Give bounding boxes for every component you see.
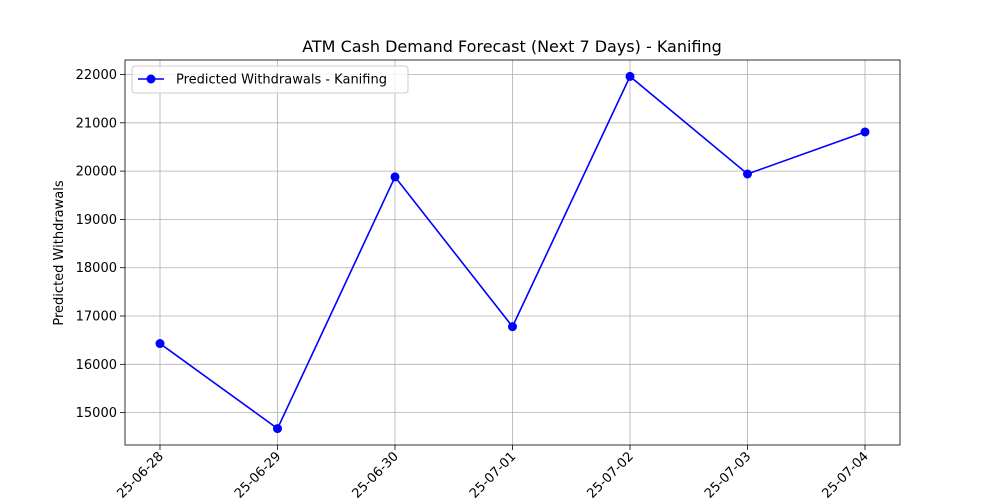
x-tick-label: 25-06-28 xyxy=(114,449,166,500)
data-point xyxy=(390,172,400,182)
chart-title: ATM Cash Demand Forecast (Next 7 Days) -… xyxy=(302,37,722,56)
y-tick-label: 22000 xyxy=(76,68,117,83)
x-tick-label: 25-06-29 xyxy=(232,449,284,500)
data-point xyxy=(273,424,282,434)
x-tick-label: 25-07-03 xyxy=(702,449,754,500)
data-point xyxy=(155,339,165,349)
y-axis-label: Predicted Withdrawals xyxy=(52,180,67,325)
legend-box xyxy=(131,65,409,94)
y-tick-label: 19000 xyxy=(76,213,117,228)
x-tick-label: 25-06-30 xyxy=(349,449,401,500)
y-tick-label: 18000 xyxy=(76,261,117,276)
data-point xyxy=(743,169,752,179)
legend-marker xyxy=(146,74,156,84)
x-tick-label: 25-07-01 xyxy=(467,449,519,500)
grid xyxy=(125,60,900,445)
y-tick-label: 20000 xyxy=(76,165,117,180)
legend: Predicted Withdrawals - Kanifing xyxy=(131,65,409,94)
y-tick-label: 16000 xyxy=(76,358,117,373)
x-tick-label: 25-07-04 xyxy=(819,449,871,500)
data-point xyxy=(860,127,870,137)
axes: 25-06-28 25-06-29 25-06-30 25-07-01 25-07-02… xyxy=(76,59,901,502)
data-point xyxy=(625,71,635,81)
y-tick-label: 21000 xyxy=(76,116,117,131)
x-tick-label: 25-07-02 xyxy=(584,449,636,500)
series xyxy=(155,71,870,434)
y-tick-label: 15000 xyxy=(76,406,117,421)
plot-frame xyxy=(124,59,901,446)
data-point xyxy=(508,322,517,332)
y-tick-label: 17000 xyxy=(76,310,117,325)
legend-label: Predicted Withdrawals - Kanifing xyxy=(176,73,387,88)
